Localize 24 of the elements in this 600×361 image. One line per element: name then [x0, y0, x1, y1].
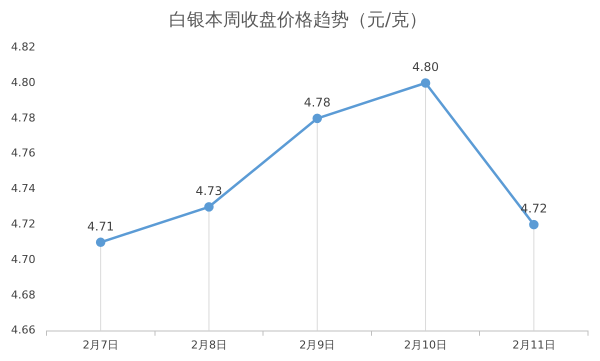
- point: [529, 220, 539, 230]
- y-tick-label: 4.82: [10, 40, 36, 54]
- point: [96, 238, 106, 248]
- x-tick-label: 2月7日: [82, 338, 119, 352]
- point: [420, 78, 430, 88]
- y-tick-label: 4.80: [10, 76, 36, 89]
- y-tick-label: 4.70: [10, 252, 36, 266]
- x-tick-label: 2月9日: [299, 338, 336, 352]
- chart-title: 白银本周收盘价格趋势（元/克）: [168, 9, 428, 30]
- y-tick-label: 4.76: [10, 146, 36, 160]
- point: [312, 114, 322, 124]
- data-label: 4.78: [304, 96, 331, 110]
- y-tick-label: 4.72: [10, 217, 36, 230]
- y-tick-label: 4.68: [10, 288, 36, 302]
- data-label: 4.73: [196, 184, 222, 198]
- y-tick-label: 4.74: [10, 182, 36, 196]
- y-tick-label: 4.78: [10, 111, 36, 124]
- x-tick-label: 2月11日: [512, 338, 556, 352]
- y-tick-label: 4.66: [10, 324, 36, 337]
- data-label: 4.80: [412, 60, 439, 74]
- data-label: 4.71: [87, 219, 114, 234]
- x-tick-label: 2月8日: [190, 338, 227, 352]
- point: [204, 202, 214, 212]
- x-tick-label: 2月10日: [404, 338, 448, 352]
